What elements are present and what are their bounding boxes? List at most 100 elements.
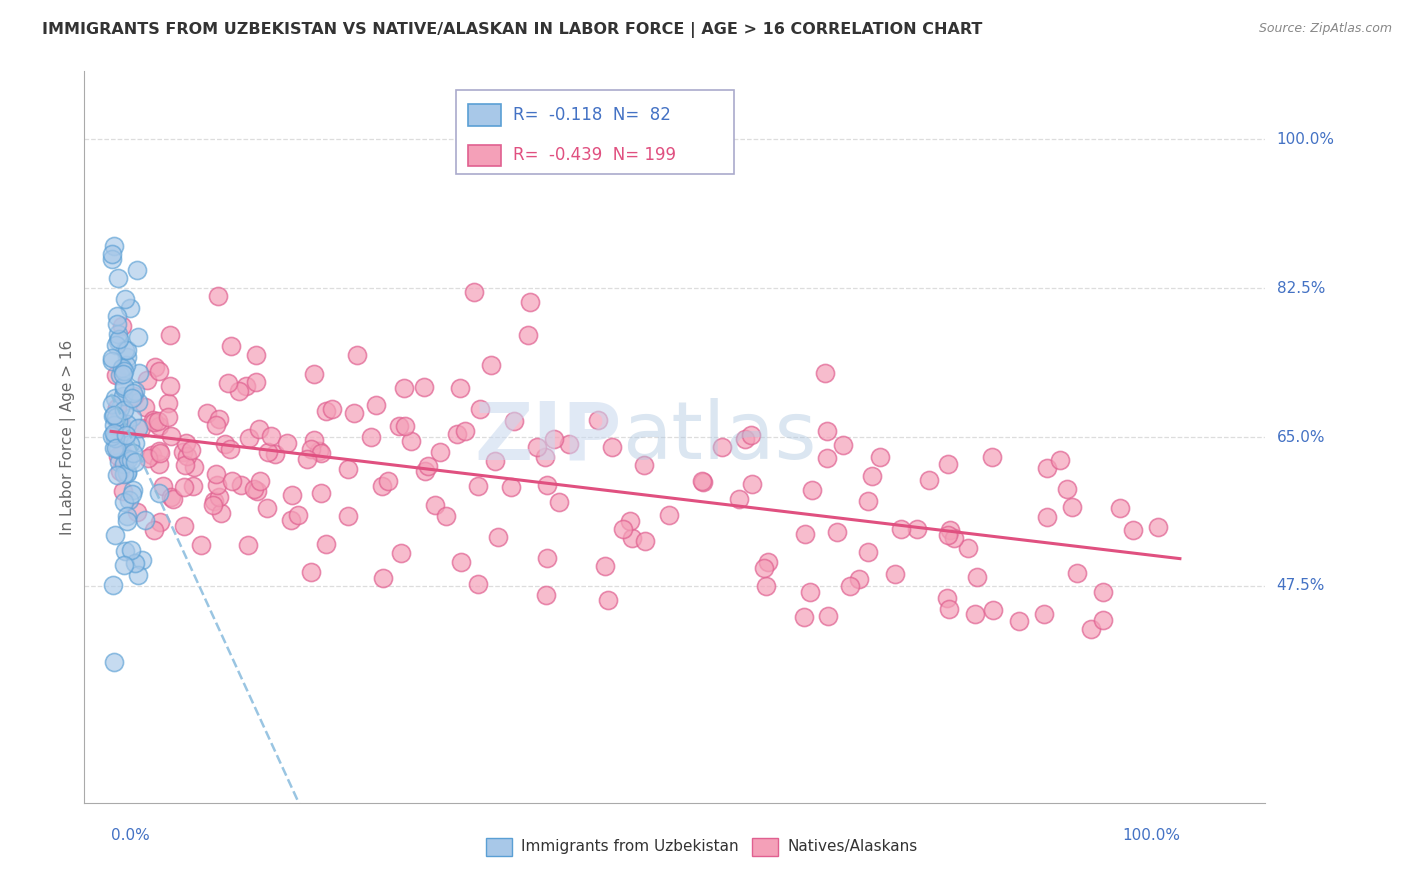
Point [103, 238, 125, 252]
Point [281, 488, 304, 502]
Point [728, 491, 751, 506]
Point [173, 518, 195, 533]
Point [936, 457, 959, 471]
Point [120, 543, 142, 558]
Point [534, 588, 557, 602]
Point [936, 528, 959, 542]
Point [658, 508, 681, 522]
Point [754, 560, 776, 574]
Point [740, 427, 762, 442]
Point [152, 479, 174, 493]
Point [1091, 613, 1114, 627]
Point [174, 458, 197, 472]
Text: Source: ZipAtlas.com: Source: ZipAtlas.com [1258, 22, 1392, 36]
Point [246, 483, 269, 498]
Point [101, 351, 124, 365]
Point [221, 474, 243, 488]
Point [111, 445, 134, 459]
Point [114, 558, 136, 573]
Point [612, 522, 634, 536]
Point [815, 425, 838, 439]
Point [148, 446, 170, 460]
Point [121, 409, 143, 424]
Point [128, 366, 150, 380]
Point [101, 409, 124, 424]
Point [276, 436, 298, 450]
Point [468, 401, 491, 416]
Point [236, 538, 259, 552]
Text: 100.0%: 100.0% [1122, 828, 1180, 843]
Point [315, 537, 337, 551]
Point [692, 475, 714, 490]
Point [299, 566, 322, 580]
Text: 47.5%: 47.5% [1277, 578, 1324, 593]
Point [1049, 452, 1071, 467]
Point [831, 438, 853, 452]
Point [1056, 482, 1078, 496]
Point [107, 271, 129, 285]
Point [450, 555, 472, 569]
Point [148, 364, 170, 378]
Point [499, 480, 522, 494]
Point [149, 515, 172, 529]
Text: 82.5%: 82.5% [1277, 281, 1324, 296]
Point [315, 404, 337, 418]
Point [117, 452, 139, 467]
Point [503, 413, 526, 427]
Point [112, 364, 135, 378]
Point [159, 429, 181, 443]
Point [586, 413, 609, 427]
Point [1008, 615, 1031, 629]
Point [214, 437, 236, 451]
Point [412, 380, 434, 394]
Point [111, 318, 134, 333]
Point [858, 545, 880, 559]
Point [159, 378, 181, 392]
Point [101, 247, 124, 261]
Point [172, 445, 194, 459]
Point [371, 570, 394, 584]
Point [228, 384, 250, 398]
Point [148, 486, 170, 500]
Point [124, 435, 146, 450]
Point [121, 391, 143, 405]
Point [104, 391, 127, 405]
Text: 0.0%: 0.0% [111, 828, 150, 843]
Point [827, 524, 849, 539]
Point [142, 415, 165, 429]
Point [600, 440, 623, 454]
Point [793, 610, 815, 624]
Point [856, 494, 879, 508]
Point [107, 401, 129, 415]
Text: R=  -0.439  N= 199: R= -0.439 N= 199 [513, 146, 676, 164]
Point [536, 478, 558, 492]
Point [884, 567, 907, 582]
Point [217, 376, 239, 390]
Point [157, 410, 180, 425]
Point [173, 480, 195, 494]
Point [484, 454, 506, 468]
Point [634, 534, 657, 549]
Point [595, 558, 617, 573]
Point [741, 476, 763, 491]
Point [1091, 585, 1114, 599]
Point [143, 360, 166, 375]
Point [115, 350, 138, 364]
Point [429, 445, 451, 459]
Point [208, 490, 231, 504]
Point [111, 367, 134, 381]
Point [112, 467, 135, 481]
Point [1035, 509, 1057, 524]
Point [536, 551, 558, 566]
Point [103, 656, 125, 670]
Point [176, 449, 198, 463]
Point [190, 538, 212, 552]
Point [336, 509, 359, 524]
Point [936, 591, 959, 605]
Point [134, 513, 156, 527]
FancyBboxPatch shape [457, 90, 734, 174]
Point [454, 425, 477, 439]
Point [115, 343, 138, 358]
Point [122, 446, 145, 460]
Point [231, 477, 253, 491]
